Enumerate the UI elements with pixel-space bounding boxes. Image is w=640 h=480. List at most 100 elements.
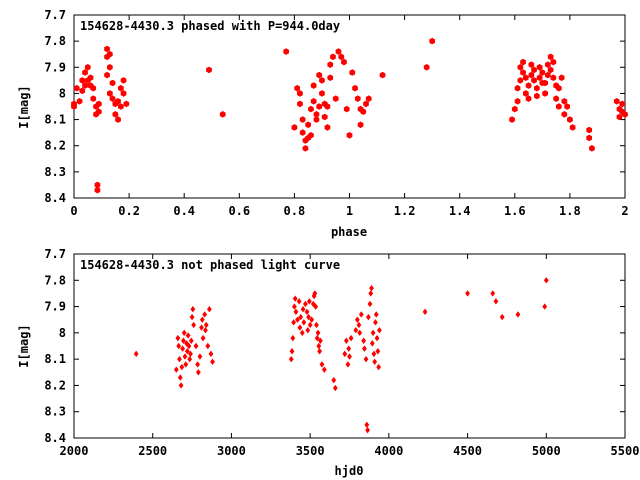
y-tick-label: 7.7 [44, 247, 66, 261]
data-point [370, 329, 376, 337]
data-point [363, 100, 369, 108]
data-point [499, 313, 505, 321]
y-tick-label: 8.1 [44, 352, 66, 366]
data-point [191, 321, 197, 329]
data-point [511, 105, 518, 113]
data-point [283, 48, 289, 55]
data-point [365, 95, 372, 102]
data-point [82, 82, 88, 89]
data-point [531, 77, 537, 84]
data-point [200, 334, 206, 342]
data-point [297, 324, 303, 331]
data-point [79, 77, 86, 84]
data-point [372, 358, 378, 365]
data-point [358, 311, 364, 318]
data-point [547, 66, 554, 74]
data-point [310, 82, 317, 89]
data-point [369, 284, 374, 292]
data-point [429, 37, 435, 45]
data-point [84, 64, 91, 71]
data-point [363, 355, 369, 363]
data-point [517, 64, 524, 71]
data-point [330, 53, 336, 61]
data-point [373, 319, 378, 326]
data-point [187, 355, 193, 363]
data-point [542, 79, 548, 87]
data-point [542, 90, 548, 97]
data-point [186, 342, 192, 350]
data-point [94, 186, 101, 194]
data-point [365, 313, 371, 321]
data-point [182, 353, 188, 360]
data-point [175, 334, 181, 342]
data-point [616, 113, 623, 121]
y-axis-label-top: I[mag] [17, 85, 31, 128]
data-point [71, 100, 77, 108]
x-tick-label: 1.6 [504, 204, 526, 218]
data-point [586, 134, 592, 142]
data-point [316, 103, 323, 110]
data-point [314, 321, 319, 329]
data-point [179, 363, 185, 371]
data-point [294, 84, 300, 92]
data-point [188, 350, 193, 358]
y-tick-label: 8.1 [44, 113, 66, 127]
data-point [184, 348, 190, 355]
data-point [531, 66, 537, 74]
data-point [193, 342, 199, 350]
data-point [87, 74, 94, 81]
x-tick-label: 0.4 [173, 204, 195, 218]
x-tick-label: 1.8 [559, 204, 581, 218]
data-point [120, 77, 127, 84]
data-point [291, 319, 297, 326]
data-point [190, 306, 196, 313]
data-point [181, 329, 187, 337]
data-point [324, 124, 331, 131]
data-point [314, 334, 320, 342]
data-point [539, 69, 546, 76]
data-point [90, 84, 97, 92]
data-point [354, 316, 360, 323]
data-point [316, 342, 322, 350]
data-point [306, 298, 312, 305]
data-point [199, 324, 204, 331]
y-tick-label: 8 [59, 86, 66, 100]
data-point [321, 366, 327, 373]
data-point [199, 316, 205, 323]
x-tick-label: 0.8 [284, 204, 306, 218]
y-tick-label: 8.3 [44, 405, 66, 419]
data-point [319, 361, 325, 368]
data-point [321, 113, 328, 121]
data-point [90, 95, 97, 102]
axis-ticks-top: 0 0.2 0.4 0.6 0.8 1 1.2 1.4 1.6 1.8 2 7.7 7.8 7.9 8 8.1… [44, 8, 628, 218]
data-point [543, 277, 549, 284]
data-point [515, 311, 521, 318]
chart-title-top: 154628-4430.3 phased with P=944.0day [80, 19, 340, 33]
data-point [310, 98, 317, 105]
data-point [368, 290, 374, 297]
data-point [525, 95, 532, 102]
data-point [534, 84, 540, 92]
data-point [313, 111, 320, 118]
data-point [316, 71, 323, 79]
data-point [82, 69, 88, 76]
data-point [525, 82, 532, 89]
data-point [465, 290, 470, 297]
data-point [290, 334, 296, 342]
data-point [319, 77, 325, 84]
x-tick-label: 1 [346, 204, 353, 218]
data-point [332, 95, 339, 102]
data-point [203, 327, 208, 334]
data-point [367, 300, 373, 308]
chart-title-bottom: 154628-4430.3 not phased light curve [80, 258, 340, 272]
data-point [95, 108, 102, 115]
data-point [556, 84, 562, 92]
data-point [115, 98, 121, 105]
data-point [195, 369, 201, 376]
data-point [107, 90, 113, 97]
data-point [195, 361, 200, 368]
data-point [206, 66, 212, 74]
data-point [342, 350, 348, 358]
data-point [362, 345, 367, 352]
data-point [589, 145, 595, 152]
